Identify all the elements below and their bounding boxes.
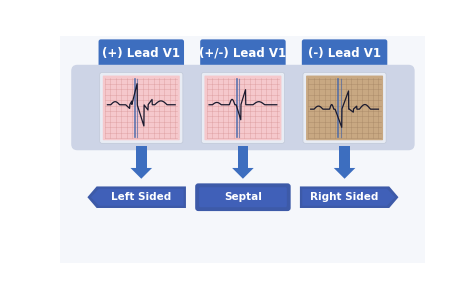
Polygon shape bbox=[91, 189, 183, 206]
FancyBboxPatch shape bbox=[303, 73, 386, 143]
FancyBboxPatch shape bbox=[201, 73, 284, 143]
FancyBboxPatch shape bbox=[103, 75, 180, 140]
Text: (-) Lead V1: (-) Lead V1 bbox=[308, 47, 381, 60]
FancyBboxPatch shape bbox=[302, 39, 387, 67]
Polygon shape bbox=[300, 186, 399, 208]
Polygon shape bbox=[302, 189, 395, 206]
Text: (+/-) Lead V1: (+/-) Lead V1 bbox=[200, 47, 286, 60]
Text: Septal: Septal bbox=[224, 192, 262, 202]
FancyBboxPatch shape bbox=[195, 183, 291, 211]
FancyBboxPatch shape bbox=[100, 73, 183, 143]
Text: Left Sided: Left Sided bbox=[111, 192, 172, 202]
FancyBboxPatch shape bbox=[199, 187, 287, 207]
Polygon shape bbox=[87, 186, 186, 208]
Polygon shape bbox=[339, 147, 350, 168]
FancyBboxPatch shape bbox=[200, 39, 286, 67]
FancyBboxPatch shape bbox=[57, 33, 428, 266]
Polygon shape bbox=[232, 168, 254, 179]
FancyBboxPatch shape bbox=[306, 75, 383, 140]
Polygon shape bbox=[130, 168, 152, 179]
Text: (+) Lead V1: (+) Lead V1 bbox=[102, 47, 180, 60]
FancyBboxPatch shape bbox=[99, 39, 184, 67]
Polygon shape bbox=[334, 168, 356, 179]
Polygon shape bbox=[136, 147, 146, 168]
Text: Right Sided: Right Sided bbox=[310, 192, 379, 202]
Polygon shape bbox=[237, 147, 248, 168]
FancyBboxPatch shape bbox=[71, 65, 415, 150]
FancyBboxPatch shape bbox=[204, 75, 282, 140]
